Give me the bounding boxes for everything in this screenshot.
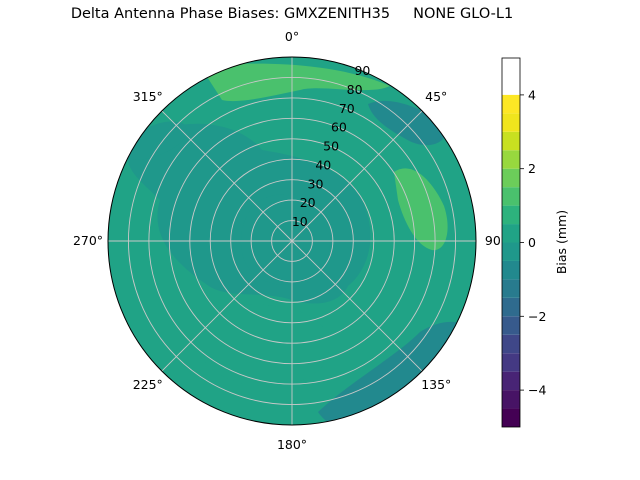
bias-region-northeast-low bbox=[368, 100, 450, 146]
colorbar-tick-label: −4 bbox=[528, 383, 546, 398]
chart-title: Delta Antenna Phase Biases: GMXZENITH35 … bbox=[70, 6, 514, 22]
colorbar-band bbox=[502, 334, 520, 354]
colorbar-band bbox=[502, 131, 520, 151]
colorbar: −4 −2 0 2 4 Bias (mm) bbox=[501, 57, 569, 428]
colorbar-tick-label: −2 bbox=[528, 309, 546, 324]
colorbar-band bbox=[502, 408, 520, 427]
zenith-tick-labels: 10 20 30 40 50 60 70 80 90 bbox=[292, 63, 371, 229]
azimuth-tick-label: 135° bbox=[421, 377, 451, 392]
colorbar-band bbox=[502, 242, 520, 261]
bias-region-east-high bbox=[394, 168, 448, 251]
polar-outer-border bbox=[107, 56, 477, 426]
colorbar-band bbox=[502, 297, 520, 317]
colorbar-band bbox=[502, 113, 520, 132]
azimuth-grid-spoke bbox=[161, 240, 293, 372]
zenith-tick-label: 40 bbox=[315, 157, 331, 172]
zenith-tick-label: 20 bbox=[300, 195, 316, 210]
colorbar-ticks: −4 −2 0 2 4 bbox=[520, 87, 546, 398]
zenith-tick-label: 10 bbox=[292, 214, 308, 229]
bias-region-center-core bbox=[240, 193, 331, 285]
azimuth-tick-label: 0° bbox=[285, 29, 299, 44]
colorbar-label: Bias (mm) bbox=[554, 210, 569, 274]
colorbar-band bbox=[502, 150, 520, 169]
azimuth-grid-spoke bbox=[291, 110, 423, 242]
colorbar-band bbox=[502, 224, 520, 243]
colorbar-band bbox=[502, 187, 520, 206]
colorbar-band bbox=[502, 353, 520, 372]
azimuth-tick-label: 90° bbox=[485, 233, 507, 248]
zenith-tick-label: 50 bbox=[323, 139, 339, 154]
colorbar-tick-label: 2 bbox=[528, 161, 536, 176]
azimuth-grid-spokes bbox=[108, 57, 476, 425]
bias-region-north-high-rim bbox=[200, 63, 390, 102]
bias-region-south-mid bbox=[192, 304, 330, 387]
azimuth-tick-label: 225° bbox=[133, 377, 163, 392]
azimuth-tick-label: 180° bbox=[277, 437, 307, 452]
colorbar-tick-label: 4 bbox=[528, 87, 536, 102]
colorbar-band bbox=[502, 371, 520, 391]
colorbar-bands bbox=[502, 94, 520, 427]
colorbar-band bbox=[502, 279, 520, 298]
polar-plot-area: 10 20 30 40 50 60 70 80 90 0° 45° 90° 135° 180° 225° 2… bbox=[73, 29, 507, 452]
azimuth-tick-label: 45° bbox=[425, 89, 447, 104]
colorbar-band bbox=[502, 316, 520, 335]
colorbar-band bbox=[502, 94, 520, 114]
zenith-tick-label: 70 bbox=[339, 101, 355, 116]
zenith-tick-label: 60 bbox=[331, 120, 347, 135]
azimuth-tick-label: 315° bbox=[133, 89, 163, 104]
colorbar-band bbox=[502, 260, 520, 280]
zenith-tick-label: 30 bbox=[308, 176, 324, 191]
zenith-tick-label: 80 bbox=[347, 82, 363, 97]
azimuth-grid-spoke bbox=[291, 240, 423, 372]
zenith-tick-label: 90 bbox=[354, 63, 370, 78]
azimuth-tick-label: 270° bbox=[73, 233, 103, 248]
colorbar-band bbox=[502, 168, 520, 188]
colorbar-tick-label: 0 bbox=[528, 235, 536, 250]
colorbar-band bbox=[502, 205, 520, 225]
azimuth-grid-spoke bbox=[161, 110, 293, 242]
bias-region-northwest-low bbox=[120, 121, 187, 160]
colorbar-band bbox=[502, 390, 520, 409]
azimuth-tick-labels: 0° 45° 90° 135° 180° 225° 270° 315° bbox=[73, 29, 507, 452]
